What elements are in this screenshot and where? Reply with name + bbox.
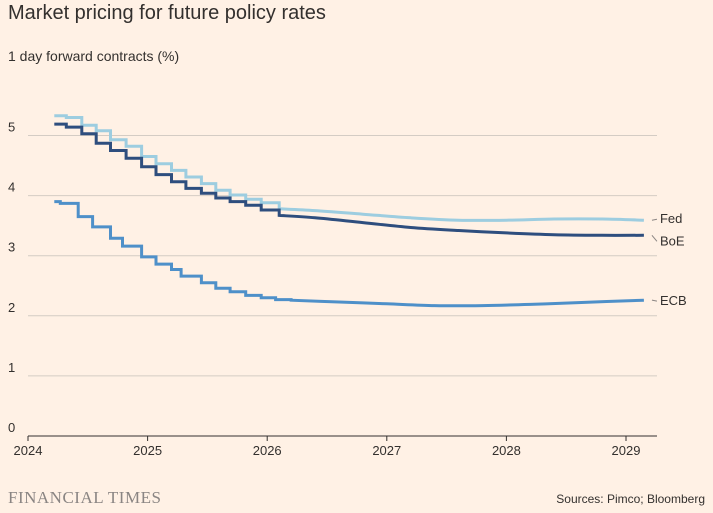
series-label-boe: BoE: [660, 233, 685, 248]
x-axis: 2024 2025 2026 2027 2028 2029: [14, 435, 657, 458]
label-leader-ecb: [651, 299, 658, 302]
x-tick-label-2027: 2027: [372, 443, 401, 458]
series-lines: [54, 114, 644, 308]
y-tick-label-5: 5: [8, 120, 15, 135]
y-tick-label-1: 1: [8, 360, 15, 375]
x-tick-label-2025: 2025: [133, 443, 162, 458]
y-tick-label-3: 3: [8, 240, 15, 255]
y-tick-label-4: 4: [8, 180, 15, 195]
label-leader-boe: [651, 234, 658, 242]
x-tick-label-2028: 2028: [492, 443, 521, 458]
series-line-ecb: [54, 200, 644, 308]
series-line-fed: [54, 114, 644, 222]
y-tick-label-0: 0: [8, 420, 15, 435]
y-tick-label-2: 2: [8, 300, 15, 315]
ft-logo-wordmark: FINANCIAL TIMES: [8, 488, 162, 507]
chart-subtitle: 1 day forward contracts (%): [8, 48, 180, 64]
source-note: Sources: Pimco; Bloomberg: [556, 492, 705, 506]
x-tick-label-2026: 2026: [253, 443, 282, 458]
series-label-fed: Fed: [660, 211, 682, 226]
series-line-boe: [54, 122, 644, 237]
label-leader-fed: [651, 218, 658, 221]
x-tick-label-2029: 2029: [612, 443, 641, 458]
series-label-ecb: ECB: [660, 293, 687, 308]
x-tick-label-2024: 2024: [14, 443, 43, 458]
chart-title: Market pricing for future policy rates: [8, 2, 326, 24]
series-labels: Fed BoE ECB: [651, 211, 687, 308]
grid-lines: 0 1 2 3 4 5: [8, 120, 657, 435]
